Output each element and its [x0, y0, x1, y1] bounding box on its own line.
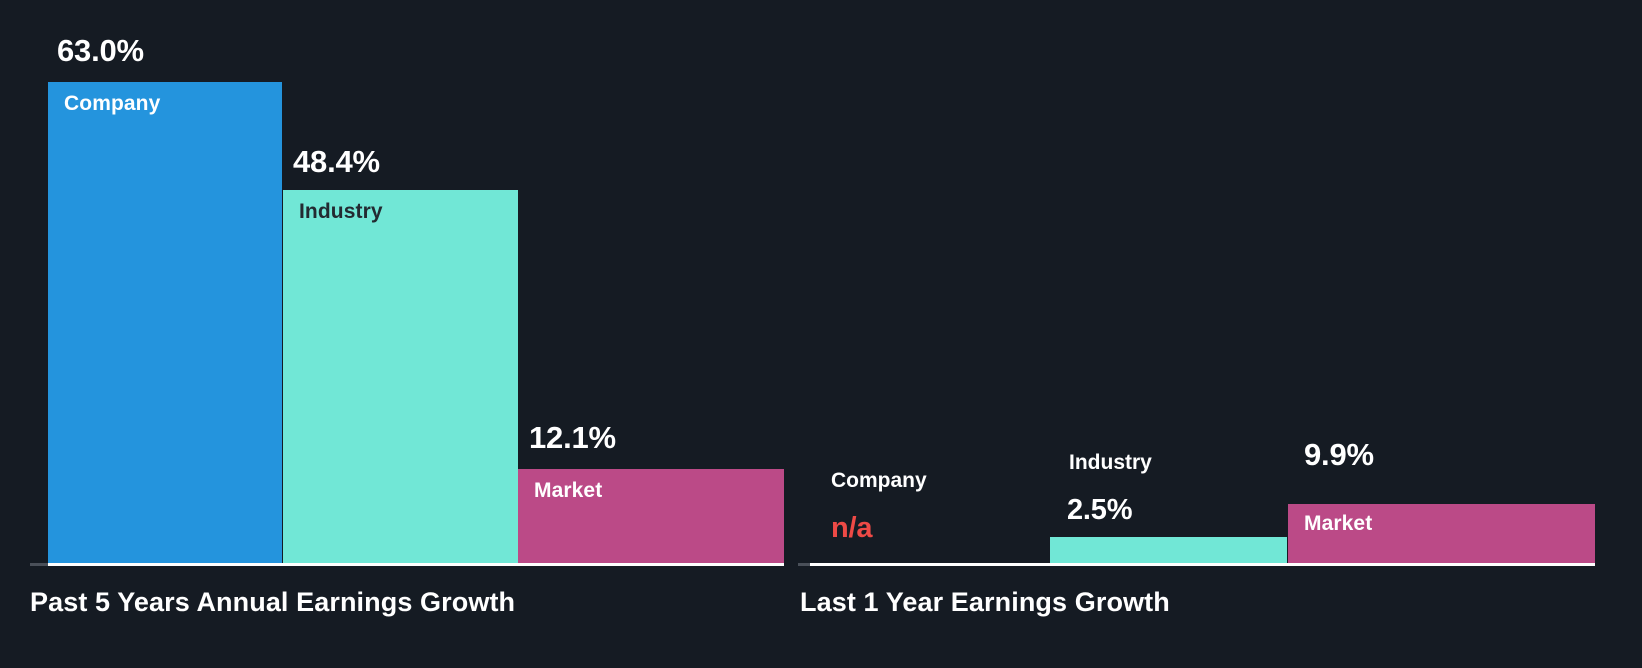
- axis-baseline-right-stub: [798, 563, 820, 566]
- chart-panel-last-1-year: Company n/a Industry 2.5% 9.9% Market La…: [790, 0, 1642, 668]
- plot-area-last-1-year: Company n/a Industry 2.5% 9.9% Market: [790, 0, 1642, 566]
- value-label-industry-last1: 2.5%: [1067, 494, 1133, 526]
- chart-title-past-5-years: Past 5 Years Annual Earnings Growth: [30, 587, 516, 617]
- chart-title-last-1-year: Last 1 Year Earnings Growth: [800, 587, 1170, 617]
- plot-area-past-5-years: 63.0% Company 48.4% Industry 12.1% Marke…: [0, 0, 800, 566]
- chart-panel-past-5-years: 63.0% Company 48.4% Industry 12.1% Marke…: [0, 0, 800, 668]
- bar-industry-last1[interactable]: [1050, 537, 1287, 563]
- value-label-market-last1: 9.9%: [1304, 437, 1374, 472]
- bar-market-past5[interactable]: Market: [518, 469, 784, 563]
- value-label-company-last1: n/a: [831, 512, 873, 544]
- bar-industry-past5[interactable]: Industry: [283, 190, 518, 563]
- value-label-industry-past5: 48.4%: [293, 144, 380, 179]
- axis-baseline-past-5-years: [48, 563, 784, 566]
- bar-label-market-past5: Market: [534, 479, 603, 502]
- bar-label-company-last1: Company: [831, 469, 927, 492]
- bar-label-industry-past5: Industry: [299, 200, 383, 223]
- bar-label-industry-last1: Industry: [1069, 451, 1152, 474]
- bar-label-market-last1: Market: [1304, 512, 1373, 535]
- axis-baseline-left-stub: [30, 563, 48, 566]
- bar-market-last1[interactable]: Market: [1288, 504, 1595, 563]
- value-label-company-past5: 63.0%: [57, 33, 144, 68]
- bar-company-past5[interactable]: Company: [48, 82, 282, 563]
- value-label-market-past5: 12.1%: [529, 420, 616, 455]
- bar-label-company-past5: Company: [64, 92, 161, 115]
- axis-baseline-last-1-year: [810, 563, 1595, 566]
